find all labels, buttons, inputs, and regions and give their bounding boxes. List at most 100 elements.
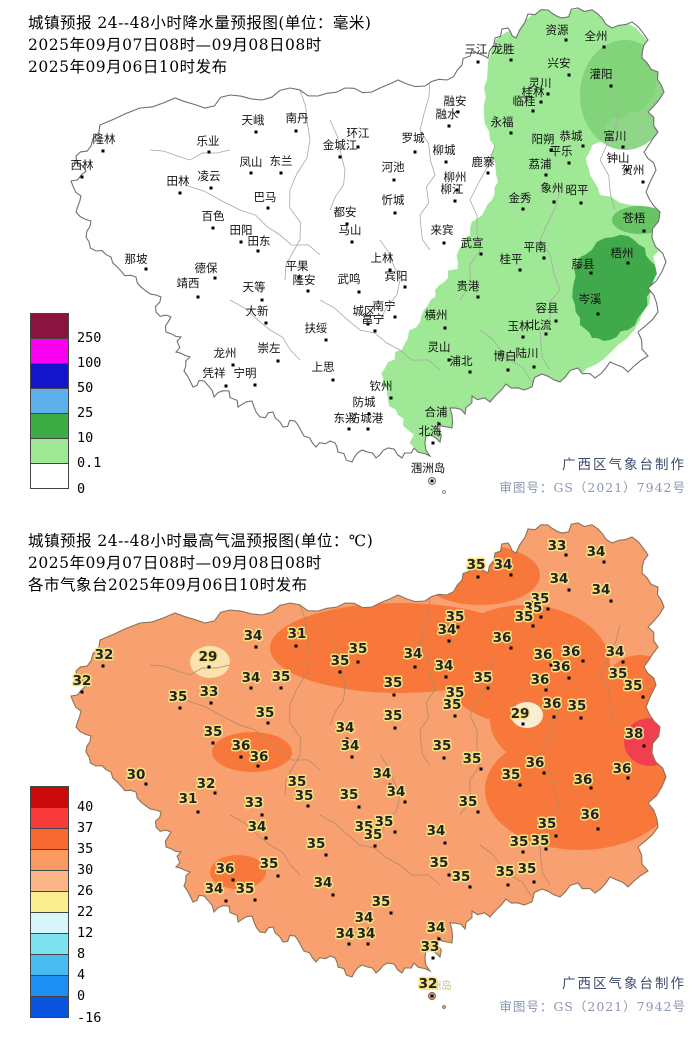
city-label: 平乐 [550, 144, 573, 158]
temp-zone-26 [190, 646, 230, 678]
city-dot [621, 145, 625, 149]
city-dot [253, 898, 257, 902]
temp-value: 33 [200, 684, 219, 700]
city-dot [266, 721, 270, 725]
temp-value: 35 [510, 834, 529, 850]
city-dot [544, 847, 548, 851]
city-label: 桂平 [500, 252, 523, 266]
city-dot [393, 315, 397, 319]
city-dot [366, 322, 370, 326]
county-border [149, 664, 231, 676]
temp-value: 35 [624, 678, 643, 694]
city-dot [350, 755, 354, 759]
city-dot [276, 874, 280, 878]
city-dot [294, 644, 298, 648]
city-dot [196, 295, 200, 299]
city-label: 上思 [312, 360, 335, 374]
city-dot [532, 365, 536, 369]
city-label: 天峨 [242, 113, 265, 127]
temp-value: 29 [511, 706, 530, 722]
city-label: 宁明 [234, 366, 257, 380]
city-dot [403, 800, 407, 804]
precip-title-line1: 城镇预报 24--48小时降水量预报图(单位：毫米) [28, 14, 372, 32]
city-dot [256, 249, 260, 253]
temp-value: 35 [349, 641, 368, 657]
county-border [479, 844, 541, 906]
city-label: 隆安 [293, 273, 316, 287]
temp-value: 34 [336, 720, 355, 736]
city-dot [437, 937, 441, 941]
temp-value: 35 [452, 869, 471, 885]
legend-label: 26 [77, 883, 94, 899]
city-dot [356, 145, 360, 149]
city-dot [444, 160, 448, 164]
temp-value: 33 [548, 538, 567, 554]
legend-swatch [30, 786, 69, 807]
city-dot [413, 665, 417, 669]
legend-label: 37 [77, 820, 94, 836]
city-dot [456, 625, 460, 629]
city-dot [209, 186, 213, 190]
city-dot [447, 358, 451, 362]
temp-value: 35 [204, 724, 223, 740]
city-label: 岑溪 [579, 292, 602, 306]
city-dot [443, 841, 447, 845]
city-label: 荔浦 [529, 157, 552, 171]
city-label: 来宾 [431, 223, 454, 237]
temp-value: 36 [562, 644, 581, 660]
city-dot [350, 240, 354, 244]
temp-value: 35 [459, 794, 478, 810]
city-dot [345, 222, 349, 226]
temp-value: 36 [232, 738, 251, 754]
city-label: 忻城 [382, 193, 405, 207]
city-label: 田阳 [230, 223, 253, 237]
city-label: 龙胜 [492, 42, 515, 56]
city-label: 城区 [353, 304, 376, 318]
temp-value: 30 [127, 767, 146, 783]
city-label: 恭城 [560, 129, 583, 143]
city-label: 上林 [371, 251, 394, 265]
city-dot [468, 885, 472, 889]
city-label: 环江 [347, 126, 370, 140]
precip-credit-license: 审图号：GS（2021）7942号 [499, 480, 686, 495]
city-dot [276, 359, 280, 363]
legend-row: 35 [30, 828, 93, 857]
city-label: 钦州 [370, 379, 393, 393]
temp-value: 34 [341, 738, 360, 754]
county-border [319, 299, 441, 371]
city-dot [256, 764, 260, 768]
temp-value: 35 [384, 675, 403, 691]
city-dot [430, 479, 434, 483]
county-border [599, 109, 621, 211]
temp-value: 34 [404, 646, 423, 662]
city-dot [101, 664, 105, 668]
temp-value: 32 [197, 776, 216, 792]
city-dot [294, 129, 298, 133]
city-dot [297, 790, 301, 794]
city-label: 金秀 [509, 191, 532, 205]
temp-zone-26 [511, 702, 543, 728]
city-dot [479, 767, 483, 771]
city-dot [442, 241, 446, 245]
city-dot [260, 298, 264, 302]
temp-value: 35 [443, 697, 462, 713]
county-border [319, 814, 441, 886]
temp-value: 35 [474, 670, 493, 686]
legend-swatch [30, 363, 69, 388]
temp-value: 35 [236, 881, 255, 897]
city-dot [373, 844, 377, 848]
city-label: 桂林 [522, 85, 545, 99]
temp-value: 34 [387, 784, 406, 800]
city-label: 田林 [167, 174, 190, 188]
city-dot [567, 73, 571, 77]
city-label: 凌云 [198, 169, 221, 183]
county-border [379, 239, 401, 321]
county-border [419, 79, 436, 251]
city-dot [476, 60, 480, 64]
county-border [229, 299, 301, 361]
city-label: 藤县 [572, 257, 595, 271]
legend-label: 30 [77, 862, 94, 878]
city-label: 那坡 [125, 252, 148, 266]
legend-swatch [30, 912, 69, 933]
city-dot [331, 893, 335, 897]
